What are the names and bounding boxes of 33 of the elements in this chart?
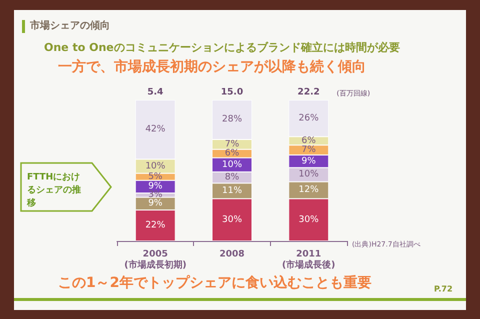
text: この1～2年でトップシェアに食い込むことも重要 <box>58 274 372 291</box>
data-label: 26% <box>298 113 320 124</box>
data-label: 8% <box>224 172 240 183</box>
annotation: 15.0 <box>220 88 244 98</box>
data-label: 28% <box>222 114 242 125</box>
data-label: 9% <box>148 182 163 192</box>
x-tick-label: 2005 (市場成長初期) <box>124 250 186 270</box>
data-label: 5% <box>148 172 163 182</box>
data-label: 22% <box>145 220 166 230</box>
text: 一方で、市場成長初期のシェアが以降も続く傾向 <box>58 58 366 75</box>
data-label: 30% <box>222 214 242 225</box>
data-label: 7% <box>302 145 316 156</box>
x-tick-label: 2008 <box>219 250 245 260</box>
data-label: 10% <box>145 161 166 172</box>
annotation: 22.2 <box>298 88 320 98</box>
data-label: 9% <box>148 198 163 209</box>
data-label: 42% <box>145 124 166 135</box>
chart-title: 市場シェアの傾向 <box>29 20 110 32</box>
text: P.72 <box>434 284 453 294</box>
chart-subtitle: One to Oneのコミュニケーションによるブランド確立には時間が必要 <box>44 41 400 54</box>
data-label: 10% <box>298 170 320 180</box>
data-label: 6% <box>302 136 316 146</box>
text: FTTHにおけるシェアの推移 <box>26 172 81 208</box>
data-label: 9% <box>302 156 316 166</box>
data-label: 6% <box>224 148 240 159</box>
data-label: 30% <box>298 214 320 225</box>
data-label: 11% <box>222 186 242 196</box>
data-label: 3% <box>148 190 163 200</box>
data-label: 7% <box>224 139 240 150</box>
data-label: 12% <box>298 185 320 196</box>
data-label: 10% <box>222 160 242 170</box>
x-tick-label: 2011 (市場成長後) <box>282 250 336 270</box>
annotation: 5.4 <box>147 88 164 98</box>
